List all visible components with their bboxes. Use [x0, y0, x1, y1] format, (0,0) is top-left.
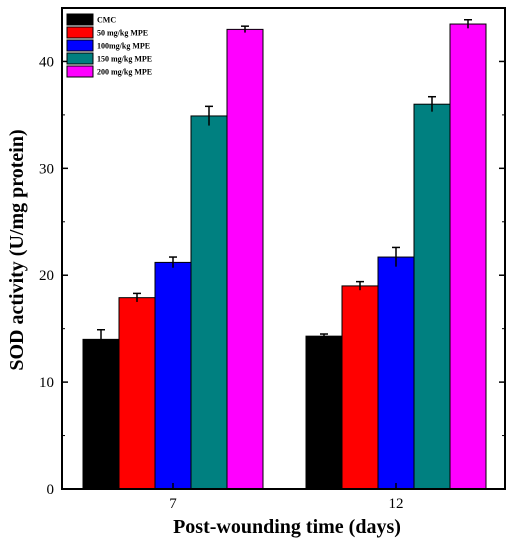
legend-label: CMC	[97, 16, 116, 25]
y-tick-label: 30	[39, 161, 54, 177]
y-tick-label: 20	[39, 268, 54, 284]
bar	[82, 338, 120, 490]
x-axis-title: Post-wounding time (days)	[173, 516, 401, 538]
legend-swatch	[66, 13, 94, 26]
bar	[190, 115, 228, 490]
plot-frame	[61, 7, 506, 490]
legend-label: 200 mg/kg MPE	[97, 68, 152, 77]
legend-label: 50 mg/kg MPE	[97, 29, 148, 38]
x-tick-label: 12	[389, 496, 404, 512]
x-tick-label: 7	[169, 496, 177, 512]
legend-swatch	[66, 65, 94, 78]
bar	[449, 23, 487, 490]
legend-label: 100mg/kg MPE	[97, 42, 150, 51]
bar	[226, 28, 264, 490]
legend-swatch	[66, 26, 94, 39]
legend: CMC 50 mg/kg MPE 100mg/kg MPE 150 mg/kg MPE…	[66, 13, 152, 78]
y-axis-ticks: 0 10 20 30 40	[39, 54, 505, 498]
bar	[377, 256, 415, 490]
bar	[341, 285, 379, 490]
legend-swatch	[66, 52, 94, 65]
x-axis-ticks: 7 12	[169, 483, 404, 512]
legend-swatch	[66, 39, 94, 52]
plot-area	[61, 7, 506, 490]
y-tick-label: 10	[39, 375, 54, 391]
legend-label: 150 mg/kg MPE	[97, 55, 152, 64]
bar	[154, 261, 192, 490]
bar	[413, 103, 451, 490]
y-tick-label: 40	[39, 54, 54, 70]
y-tick-label: 0	[47, 482, 55, 498]
bar	[118, 297, 156, 490]
y-axis-title: SOD activity (U/mg protein)	[6, 129, 28, 370]
bar	[305, 335, 343, 490]
